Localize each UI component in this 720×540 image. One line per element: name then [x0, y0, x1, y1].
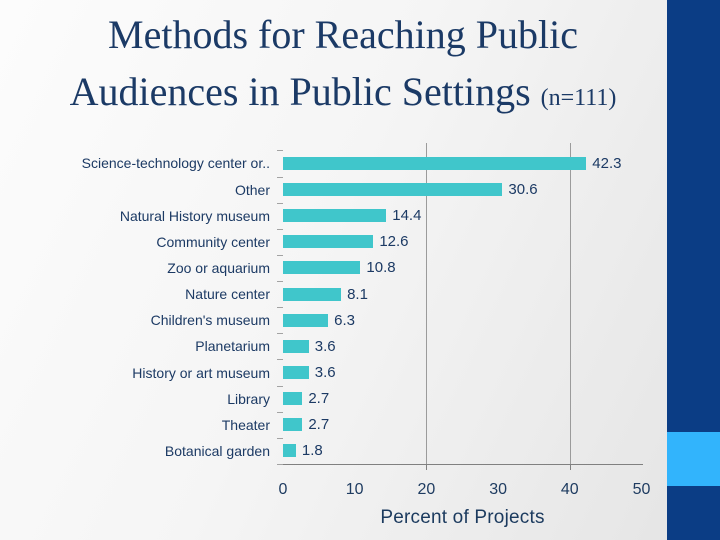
- bar: [283, 287, 342, 301]
- chart-row: Library 2.7: [0, 386, 686, 412]
- right-accent-bar: [667, 0, 720, 540]
- title-line-2: Audiences in Public Settings (n=111): [69, 69, 617, 114]
- category-label: Science-technology center or..: [81, 155, 270, 172]
- chart-row: Natural History museum 14.4: [0, 203, 686, 229]
- y-axis-tick: [277, 307, 283, 309]
- y-axis-tick: [277, 464, 283, 465]
- chart-row: Planetarium 3.6: [0, 333, 686, 359]
- value-label: 8.1: [347, 285, 368, 303]
- y-axis-tick: [277, 254, 283, 256]
- category-label: Other: [234, 181, 270, 198]
- category-label: Nature center: [185, 286, 270, 303]
- chart-row: Theater 2.7: [0, 412, 686, 438]
- category-label: History or art museum: [132, 364, 270, 381]
- grid-line: [570, 143, 571, 464]
- sample-size-label: (n=111): [540, 85, 617, 111]
- slide-title: Methods for Reaching Public Audiences in…: [0, 6, 686, 127]
- bar: [283, 235, 374, 249]
- category-label: Natural History museum: [119, 207, 270, 224]
- y-axis-tick: [277, 228, 283, 230]
- value-label: 6.3: [334, 311, 356, 329]
- chart-row: Community center 12.6: [0, 229, 686, 255]
- chart-row: Other 30.6: [0, 177, 686, 203]
- y-axis-tick: [277, 150, 283, 152]
- y-axis-tick: [277, 437, 283, 439]
- bar: [283, 392, 303, 406]
- category-label: Theater: [221, 416, 270, 433]
- value-label: 14.4: [392, 207, 422, 225]
- accent-square: [667, 432, 720, 486]
- category-label: Library: [227, 390, 270, 407]
- x-axis-tick: [570, 464, 571, 470]
- y-axis-tick: [277, 333, 283, 335]
- category-label: Planetarium: [195, 338, 270, 355]
- x-tick-label: 20: [417, 481, 436, 498]
- chart-row: History or art museum 3.6: [0, 359, 686, 385]
- y-axis-tick: [277, 202, 283, 204]
- value-label: 10.8: [366, 259, 396, 277]
- x-axis-title: Percent of Projects: [380, 507, 545, 528]
- chart-row: Nature center 8.1: [0, 281, 686, 307]
- value-label: 12.6: [379, 233, 409, 251]
- x-tick-label: 0: [278, 481, 288, 498]
- y-axis-tick: [277, 359, 283, 361]
- y-axis-tick: [277, 385, 283, 387]
- x-tick-label: 50: [632, 481, 651, 498]
- value-label: 2.7: [308, 390, 330, 408]
- bar-chart: Science-technology center or.. 42.3 Other 3…: [0, 143, 686, 528]
- grid-line: [426, 143, 427, 464]
- value-label: 3.6: [314, 364, 336, 381]
- x-tick-label: 40: [560, 481, 579, 498]
- bar: [283, 209, 387, 223]
- chart-row: Science-technology center or.. 42.3: [0, 150, 686, 176]
- value-label: 2.7: [308, 416, 330, 434]
- category-label: Community center: [156, 233, 270, 250]
- x-tick-label: 30: [489, 481, 507, 498]
- title-line-1: Methods for Reaching Public: [108, 12, 578, 57]
- category-label: Botanical garden: [164, 442, 270, 459]
- bar: [283, 444, 296, 458]
- category-label: Zoo or aquarium: [167, 259, 270, 276]
- value-label: 30.6: [508, 181, 538, 199]
- y-axis-tick: [277, 281, 283, 283]
- x-axis-tick: [426, 464, 427, 470]
- value-label: 42.3: [592, 154, 622, 172]
- chart-row: Zoo or aquarium 10.8: [0, 255, 686, 281]
- y-axis-tick: [277, 176, 283, 178]
- value-label: 3.6: [314, 337, 336, 355]
- y-axis-tick: [277, 411, 283, 413]
- chart-row: Children's museum 6.3: [0, 307, 686, 333]
- bar: [283, 339, 309, 353]
- bar: [283, 183, 503, 197]
- x-axis-line: [277, 464, 643, 465]
- bar: [283, 261, 361, 275]
- bar: [283, 418, 303, 432]
- category-label: Children's museum: [150, 312, 270, 329]
- bar: [283, 156, 587, 170]
- bar: [283, 313, 329, 327]
- bar: [283, 366, 309, 379]
- chart-row: Botanical garden 1.8: [0, 438, 686, 464]
- value-label: 1.8: [301, 442, 323, 460]
- x-tick-label: 10: [345, 481, 364, 498]
